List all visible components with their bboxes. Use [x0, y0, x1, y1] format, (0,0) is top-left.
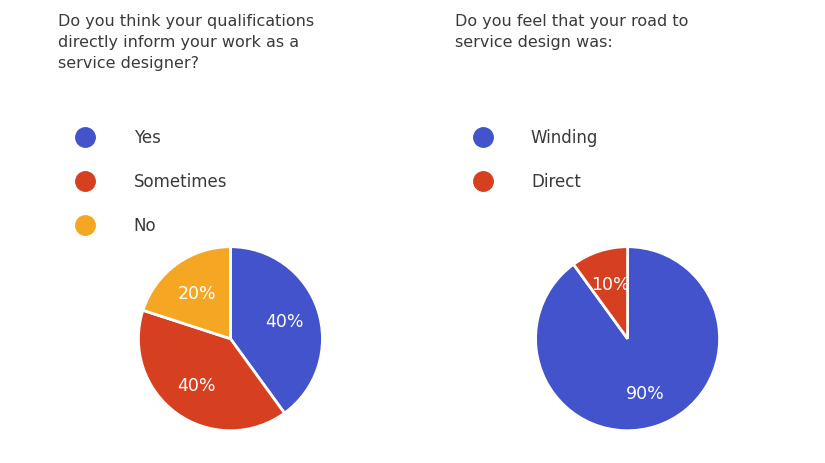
Wedge shape	[535, 247, 719, 431]
Text: Do you feel that your road to
service design was:: Do you feel that your road to service de…	[455, 14, 688, 50]
Text: 40%: 40%	[177, 376, 216, 394]
Text: 20%: 20%	[177, 284, 216, 302]
Wedge shape	[573, 247, 628, 339]
Text: Do you think your qualifications
directly inform your work as a
service designer: Do you think your qualifications directl…	[58, 14, 314, 71]
Text: Sometimes: Sometimes	[134, 173, 227, 191]
Text: 90%: 90%	[626, 384, 665, 402]
Text: Direct: Direct	[530, 173, 581, 191]
Text: 10%: 10%	[591, 276, 629, 294]
Wedge shape	[230, 247, 323, 413]
Text: No: No	[134, 217, 157, 234]
Wedge shape	[139, 311, 285, 431]
Text: Yes: Yes	[134, 129, 161, 147]
Wedge shape	[143, 247, 230, 339]
Text: 40%: 40%	[266, 313, 304, 331]
Text: Winding: Winding	[530, 129, 598, 147]
